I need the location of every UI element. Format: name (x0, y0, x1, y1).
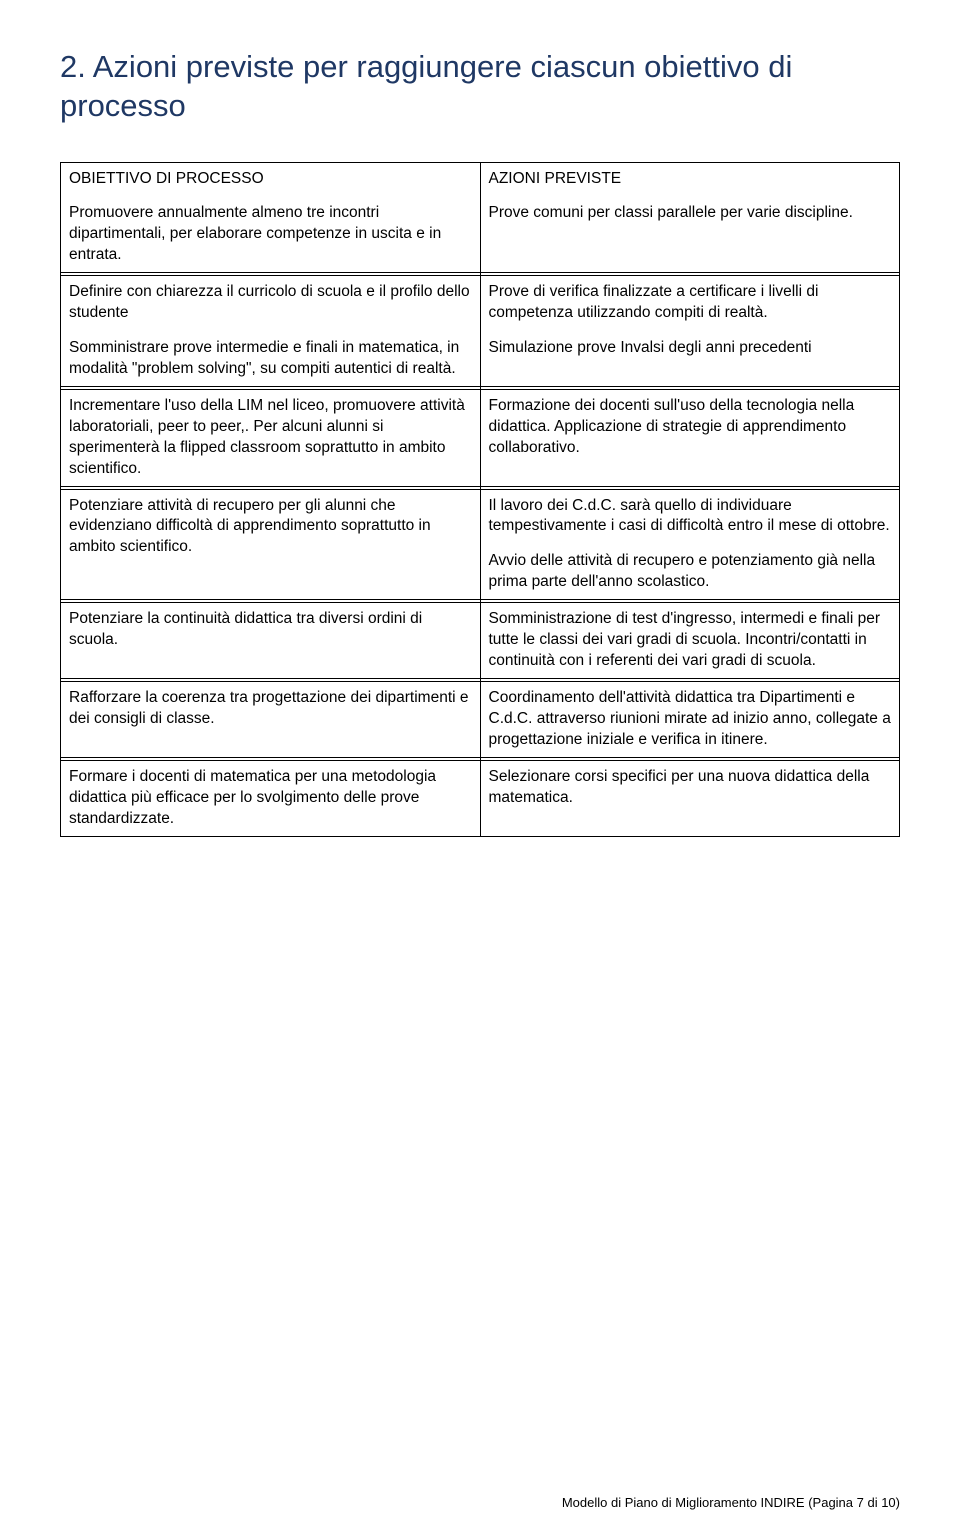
objective-cell: Potenziare attività di recupero per gli … (61, 489, 481, 600)
table-row: Formare i docenti di matematica per una … (61, 760, 900, 836)
actions-table: OBIETTIVO DI PROCESSO Promuovere annualme… (60, 162, 900, 837)
action-cell: Somministrazione di test d'ingresso, int… (480, 603, 900, 679)
page-footer: Modello di Piano di Miglioramento INDIRE… (562, 1495, 900, 1510)
objective-cell: Rafforzare la coerenza tra progettazione… (61, 682, 481, 758)
table-row: Potenziare la continuità didattica tra d… (61, 603, 900, 679)
cell-paragraph: Definire con chiarezza il curricolo di s… (69, 282, 472, 324)
table-row: Potenziare attività di recupero per gli … (61, 489, 900, 600)
table-row: Incrementare l'uso della LIM nel liceo, … (61, 389, 900, 486)
action-cell: Prove di verifica finalizzate a certific… (480, 276, 900, 387)
table-row: Rafforzare la coerenza tra progettazione… (61, 682, 900, 758)
column-header: AZIONI PREVISTE (489, 169, 892, 190)
column-header: OBIETTIVO DI PROCESSO (69, 169, 472, 190)
cell-paragraph: Formare i docenti di matematica per una … (69, 767, 472, 830)
cell-paragraph: Simulazione prove Invalsi degli anni pre… (489, 338, 892, 359)
action-cell: Il lavoro dei C.d.C. sarà quello di indi… (480, 489, 900, 600)
cell-paragraph: Promuovere annualmente almeno tre incont… (69, 203, 472, 266)
cell-paragraph: Il lavoro dei C.d.C. sarà quello di indi… (489, 496, 892, 538)
objective-cell: Definire con chiarezza il curricolo di s… (61, 276, 481, 387)
cell-paragraph: Avvio delle attività di recupero e poten… (489, 551, 892, 593)
action-cell: Formazione dei docenti sull'uso della te… (480, 389, 900, 486)
cell-paragraph: Potenziare la continuità didattica tra d… (69, 609, 472, 651)
action-cell: Coordinamento dell'attività didattica tr… (480, 682, 900, 758)
cell-paragraph: Somministrare prove intermedie e finali … (69, 338, 472, 380)
cell-paragraph: Incrementare l'uso della LIM nel liceo, … (69, 396, 472, 480)
header-left-cell: OBIETTIVO DI PROCESSO Promuovere annualme… (61, 162, 481, 273)
objective-cell: Incrementare l'uso della LIM nel liceo, … (61, 389, 481, 486)
cell-paragraph: Prove di verifica finalizzate a certific… (489, 282, 892, 324)
cell-paragraph: Potenziare attività di recupero per gli … (69, 496, 472, 559)
section-title: 2. Azioni previste per raggiungere ciasc… (60, 48, 900, 126)
cell-paragraph: Selezionare corsi specifici per una nuov… (489, 767, 892, 809)
objective-cell: Formare i docenti di matematica per una … (61, 760, 481, 836)
objective-cell: Potenziare la continuità didattica tra d… (61, 603, 481, 679)
table-row: Definire con chiarezza il curricolo di s… (61, 276, 900, 387)
cell-paragraph: Formazione dei docenti sull'uso della te… (489, 396, 892, 459)
table-row: OBIETTIVO DI PROCESSO Promuovere annualme… (61, 162, 900, 273)
header-right-cell: AZIONI PREVISTE Prove comuni per classi p… (480, 162, 900, 273)
cell-paragraph: Prove comuni per classi parallele per va… (489, 203, 892, 224)
cell-paragraph: Coordinamento dell'attività didattica tr… (489, 688, 892, 751)
action-cell: Selezionare corsi specifici per una nuov… (480, 760, 900, 836)
cell-paragraph: Rafforzare la coerenza tra progettazione… (69, 688, 472, 730)
cell-paragraph: Somministrazione di test d'ingresso, int… (489, 609, 892, 672)
